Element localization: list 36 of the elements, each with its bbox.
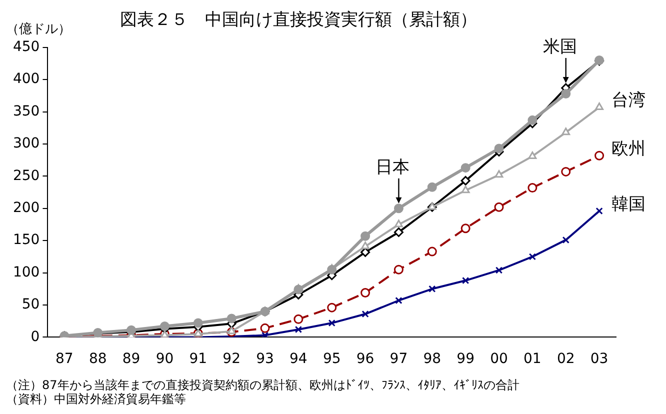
x-tick-label: 00	[490, 351, 508, 368]
x-tick-label: 01	[524, 351, 542, 368]
y-tick-label: 0	[30, 328, 40, 345]
series-label: 韓国	[611, 194, 646, 214]
y-tick-label: 250	[12, 168, 40, 184]
x-tick-label: 87	[56, 351, 74, 368]
annotation: 米国	[542, 36, 577, 57]
series-label: 台湾	[611, 90, 646, 111]
x-tick-label: 97	[390, 351, 408, 368]
x-tick-label: 93	[256, 351, 274, 368]
chart-title: 図表２５ 中国向け直接投資実行額（累計額）	[120, 9, 477, 31]
annotation: 日本	[376, 157, 410, 178]
x-tick-label: 99	[456, 351, 474, 368]
series-label: 欧州	[611, 139, 646, 160]
y-tick-label: 300	[12, 136, 40, 152]
y-tick-label: 400	[12, 71, 40, 88]
y-tick-label: 200	[12, 200, 40, 216]
x-tick-label: 95	[322, 351, 341, 368]
text: （注）87年から当該年までの直接投資契約額の累計額、欧州はﾄﾞｲﾂ、ﾌﾗﾝｽ、ｲﾀﾘｱ、ｲｷﾞﾘｽの合計	[6, 378, 520, 392]
x-tick-label: 89	[122, 351, 140, 368]
x-tick-label: 90	[156, 351, 174, 368]
x-tick-label: 98	[423, 351, 442, 368]
text: （資料）中国対外経済貿易年鑑等	[6, 392, 186, 406]
y-tick-label: 50	[22, 296, 40, 313]
x-tick-label: 94	[290, 351, 308, 368]
y-tick-label: 100	[12, 264, 40, 280]
x-tick-label: 88	[88, 351, 107, 368]
y-tick-label: 450	[12, 39, 40, 56]
x-tick-label: 03	[590, 351, 608, 368]
y-axis-title: （億ドル）	[6, 21, 71, 38]
y-tick-label: 350	[12, 103, 40, 120]
x-tick-label: 91	[189, 351, 208, 368]
x-tick-label: 92	[222, 351, 240, 368]
x-tick-label: 96	[356, 351, 374, 368]
y-tick-label: 150	[12, 232, 40, 248]
x-tick-label: 02	[556, 351, 575, 368]
